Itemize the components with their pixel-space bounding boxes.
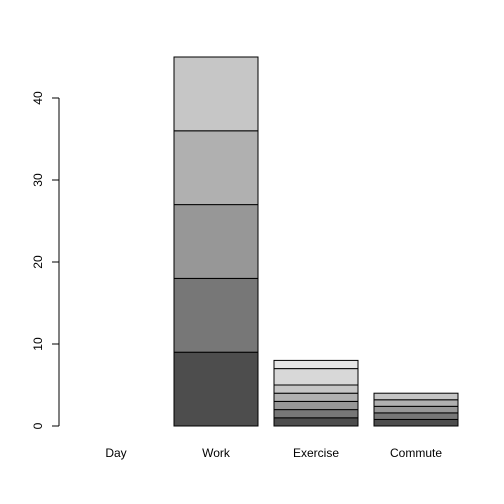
y-tick-label: 40 <box>31 91 45 105</box>
y-tick-label: 30 <box>31 173 45 187</box>
bar-segment <box>273 392 359 402</box>
x-category-label: Day <box>105 446 126 460</box>
x-category-label: Work <box>202 446 231 460</box>
bar-exercise <box>273 359 359 427</box>
bar-segment <box>273 417 359 427</box>
y-tick-label: 20 <box>31 255 45 269</box>
bar-segment <box>373 392 459 401</box>
bar-segment <box>373 399 459 407</box>
bar-segment <box>373 405 459 414</box>
bar-segment <box>173 130 259 206</box>
bar-commute <box>373 392 459 427</box>
bar-segment <box>173 351 259 427</box>
x-category-label: Exercise <box>293 446 339 460</box>
bar-work <box>173 56 259 427</box>
bar-segment <box>373 418 459 427</box>
bar-segment <box>173 277 259 353</box>
bar-segment <box>273 400 359 411</box>
bar-segment <box>173 204 259 279</box>
bar-segment <box>273 409 359 419</box>
y-axis: 0 10 20 30 40 <box>31 91 60 429</box>
y-tick-label: 10 <box>31 337 45 351</box>
x-axis-labels: Day Work Exercise Commute <box>105 446 442 460</box>
bar-segment <box>273 368 359 386</box>
bar-segment <box>373 412 459 420</box>
bar-segment <box>273 384 359 394</box>
bars-group <box>173 56 459 427</box>
bar-segment <box>173 56 259 132</box>
x-category-label: Commute <box>390 446 442 460</box>
y-tick-label: 0 <box>31 422 45 429</box>
bar-segment <box>273 359 359 370</box>
